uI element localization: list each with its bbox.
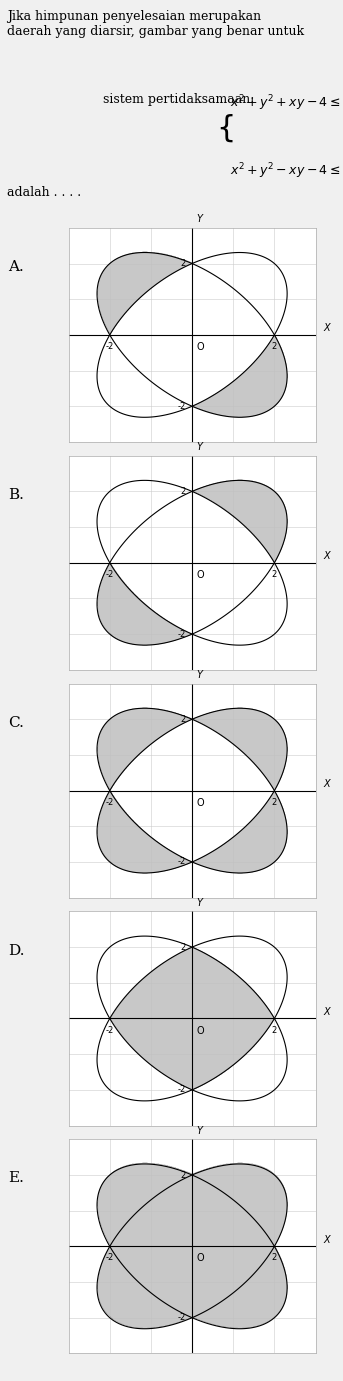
Text: X: X [324,323,330,333]
Text: D.: D. [9,943,25,957]
Text: Y: Y [196,898,202,907]
Text: X: X [324,1007,330,1016]
Text: C.: C. [9,715,24,729]
Text: O: O [196,798,204,808]
Text: O: O [196,1254,204,1264]
Text: 2: 2 [272,1254,277,1262]
Text: E.: E. [9,1171,24,1185]
Text: Y: Y [196,214,202,224]
Text: O: O [196,1026,204,1036]
Text: Jika himpunan penyelesaian merupakan
daerah yang diarsir, gambar yang benar untu: Jika himpunan penyelesaian merupakan dae… [7,11,304,39]
Text: -2: -2 [106,798,114,807]
Text: A.: A. [9,260,24,273]
Text: B.: B. [9,487,24,501]
Text: Y: Y [196,670,202,679]
Text: 2: 2 [181,1171,186,1179]
Text: 2: 2 [181,715,186,724]
Text: 2: 2 [181,487,186,496]
Text: -2: -2 [178,1085,186,1094]
Text: sistem pertidaksamaan:: sistem pertidaksamaan: [103,94,254,106]
Text: O: O [196,570,204,580]
Text: -2: -2 [178,1313,186,1322]
Text: Y: Y [196,442,202,452]
Text: 2: 2 [181,260,186,268]
Text: {: { [216,115,235,142]
Text: -2: -2 [106,1026,114,1034]
Text: -2: -2 [106,1254,114,1262]
Text: $x^2+y^2+xy-4\leq0$: $x^2+y^2+xy-4\leq0$ [230,94,343,113]
Text: -2: -2 [106,342,114,351]
Text: X: X [324,551,330,561]
Text: X: X [324,1235,330,1244]
Text: X: X [324,779,330,789]
Text: O: O [196,342,204,352]
Text: $x^2+y^2-xy-4\leq0$: $x^2+y^2-xy-4\leq0$ [230,162,343,181]
Text: 2: 2 [272,798,277,807]
Text: -2: -2 [178,858,186,866]
Text: -2: -2 [106,570,114,579]
Text: 2: 2 [272,342,277,351]
Text: 2: 2 [181,943,186,952]
Text: 2: 2 [272,570,277,579]
Text: 2: 2 [272,1026,277,1034]
Text: Y: Y [196,1126,202,1135]
Text: -2: -2 [178,630,186,638]
Text: -2: -2 [178,402,186,410]
Text: adalah . . . .: adalah . . . . [7,186,81,199]
